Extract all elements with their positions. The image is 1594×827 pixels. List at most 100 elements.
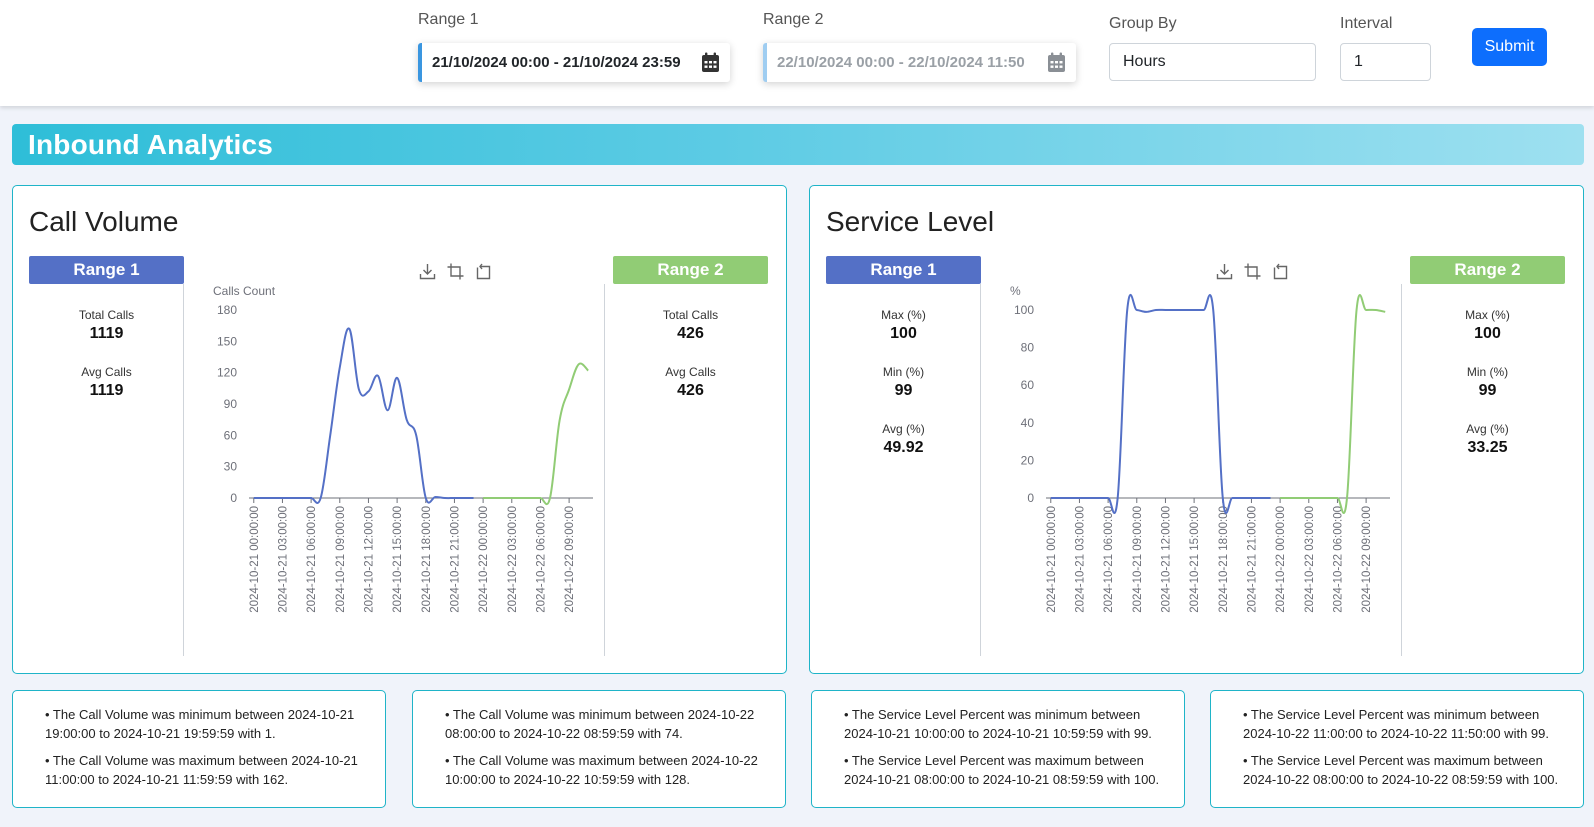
y-tick-label: 100 bbox=[1014, 303, 1034, 317]
zoom-reset-icon[interactable] bbox=[1271, 262, 1290, 281]
insight-min: • The Call Volume was minimum between 20… bbox=[445, 707, 755, 741]
insight-card: • The Call Volume was minimum between 20… bbox=[412, 690, 786, 808]
insight-max: • The Service Level Percent was maximum … bbox=[844, 753, 1160, 787]
x-tick-label: 2024-10-22 09:00:00 bbox=[1361, 506, 1373, 613]
insight-max: • The Call Volume was maximum between 20… bbox=[45, 753, 358, 787]
stat-value: 426 bbox=[677, 382, 704, 399]
chart-toolbox bbox=[1215, 262, 1290, 282]
download-icon[interactable] bbox=[418, 262, 437, 281]
y-tick-label: 120 bbox=[217, 366, 237, 380]
stat-value: 426 bbox=[677, 325, 704, 342]
insight-max: • The Service Level Percent was maximum … bbox=[1243, 753, 1559, 787]
divider bbox=[1401, 284, 1402, 656]
submit-button[interactable]: Submit bbox=[1472, 28, 1547, 66]
x-tick-label: 2024-10-22 06:00:00 bbox=[1332, 506, 1344, 613]
insight-min: • The Call Volume was minimum between 20… bbox=[45, 707, 355, 741]
insight-card: • The Call Volume was minimum between 20… bbox=[12, 690, 386, 808]
interval-label: Interval bbox=[1340, 15, 1393, 32]
section-header: Inbound Analytics bbox=[12, 124, 1584, 165]
stat-label: Total Calls bbox=[662, 308, 719, 322]
y-tick-label: 90 bbox=[224, 397, 238, 411]
stat-label: Avg (%) bbox=[1466, 422, 1509, 436]
insight-card: • The Service Level Percent was minimum … bbox=[1210, 690, 1584, 808]
range1-max-percent: Max (%) 100 bbox=[826, 308, 981, 343]
range2-total-calls: Total Calls 426 bbox=[613, 308, 768, 343]
zoom-icon[interactable] bbox=[446, 262, 465, 281]
insight-min: • The Service Level Percent was minimum … bbox=[844, 707, 1152, 741]
y-tick-label: 0 bbox=[230, 491, 237, 505]
y-tick-label: 180 bbox=[217, 303, 237, 317]
range2-date-value: 22/10/2024 00:00 - 22/10/2024 11:50 bbox=[777, 54, 1025, 71]
stat-label: Total Calls bbox=[78, 308, 135, 322]
stat-label: Max (%) bbox=[1465, 308, 1510, 322]
insight-max: • The Call Volume was maximum between 20… bbox=[445, 753, 758, 787]
range1-date-picker[interactable]: 21/10/2024 00:00 - 21/10/2024 23:59 bbox=[418, 43, 730, 82]
stat-value: 100 bbox=[1474, 325, 1501, 342]
stat-value: 1119 bbox=[89, 382, 124, 399]
x-tick-label: 2024-10-21 06:00:00 bbox=[306, 506, 318, 613]
range1-pill: Range 1 bbox=[29, 256, 184, 284]
range1-min-percent: Min (%) 99 bbox=[826, 365, 981, 400]
stat-value: 100 bbox=[890, 325, 917, 342]
range2-date-picker[interactable]: 22/10/2024 00:00 - 22/10/2024 11:50 bbox=[763, 43, 1076, 82]
stat-label: Avg Calls bbox=[665, 365, 716, 379]
range2-avg-percent: Avg (%) 33.25 bbox=[1410, 422, 1565, 457]
divider bbox=[980, 284, 981, 656]
range2-min-percent: Min (%) 99 bbox=[1410, 365, 1565, 400]
zoom-reset-icon[interactable] bbox=[474, 262, 493, 281]
series-line-range1 bbox=[253, 327, 474, 504]
call-volume-chart: Calls Count 0 30 60 90 120 150 180 2024-10-21 00… bbox=[213, 284, 593, 613]
stat-label: Min (%) bbox=[1466, 365, 1509, 379]
x-tick-label: 2024-10-21 18:00:00 bbox=[421, 506, 433, 613]
y-tick-label: 80 bbox=[1021, 341, 1035, 355]
x-tick-label: 2024-10-21 15:00:00 bbox=[1189, 506, 1201, 613]
y-tick-label: 40 bbox=[1021, 416, 1035, 430]
interval-input[interactable]: 1 bbox=[1340, 43, 1431, 81]
zoom-icon[interactable] bbox=[1243, 262, 1262, 281]
stat-label: Avg (%) bbox=[882, 422, 925, 436]
series-line-range2 bbox=[483, 362, 589, 506]
x-tick-label: 2024-10-21 12:00:00 bbox=[363, 506, 375, 613]
y-tick-label: 20 bbox=[1021, 453, 1035, 467]
x-tick-label: 2024-10-21 09:00:00 bbox=[1132, 506, 1144, 613]
x-tick-label: 2024-10-21 18:00:00 bbox=[1218, 506, 1230, 613]
groupby-label: Group By bbox=[1109, 15, 1177, 32]
groupby-select[interactable]: Hours bbox=[1109, 43, 1316, 81]
series-line-range2 bbox=[1280, 293, 1386, 515]
y-tick-label: 0 bbox=[1027, 491, 1034, 505]
service-level-chart: % 0 20 40 60 80 100 2024-10-21 00:00:00 2024-10-… bbox=[1010, 284, 1390, 613]
service-level-title: Service Level bbox=[826, 206, 995, 237]
range2-label: Range 2 bbox=[763, 11, 824, 28]
stat-label: Min (%) bbox=[882, 365, 925, 379]
x-tick-label: 2024-10-21 21:00:00 bbox=[449, 506, 461, 613]
range2-pill: Range 2 bbox=[1410, 256, 1565, 284]
x-tick-label: 2024-10-22 00:00:00 bbox=[478, 506, 490, 613]
insight-min: • The Service Level Percent was minimum … bbox=[1243, 707, 1549, 741]
series-line-range1 bbox=[1050, 293, 1271, 515]
call-volume-title: Call Volume bbox=[29, 206, 179, 237]
y-axis-label: % bbox=[1010, 284, 1021, 298]
filter-bar: Range 1 21/10/2024 00:00 - 21/10/2024 23… bbox=[0, 0, 1594, 106]
x-tick-label: 2024-10-21 15:00:00 bbox=[392, 506, 404, 613]
section-title: Inbound Analytics bbox=[28, 129, 274, 160]
x-tick-label: 2024-10-22 03:00:00 bbox=[507, 506, 519, 613]
y-tick-label: 150 bbox=[217, 334, 237, 348]
x-tick-label: 2024-10-21 00:00:00 bbox=[1046, 506, 1058, 613]
download-icon[interactable] bbox=[1215, 262, 1234, 281]
x-tick-label: 2024-10-21 00:00:00 bbox=[249, 506, 261, 613]
stat-label: Avg Calls bbox=[81, 365, 132, 379]
x-tick-label: 2024-10-22 06:00:00 bbox=[535, 506, 547, 613]
range1-avg-calls: Avg Calls 1119 bbox=[29, 365, 184, 400]
calendar-icon[interactable] bbox=[1047, 52, 1066, 73]
stat-value: 1119 bbox=[89, 325, 124, 342]
x-tick-label: 2024-10-22 03:00:00 bbox=[1304, 506, 1316, 613]
range1-pill: Range 1 bbox=[826, 256, 981, 284]
range1-date-value: 21/10/2024 00:00 - 21/10/2024 23:59 bbox=[432, 54, 681, 71]
calendar-icon[interactable] bbox=[701, 52, 720, 73]
y-tick-label: 60 bbox=[1021, 378, 1035, 392]
range2-max-percent: Max (%) 100 bbox=[1410, 308, 1565, 343]
stat-value: 33.25 bbox=[1467, 439, 1508, 456]
y-tick-label: 60 bbox=[224, 428, 238, 442]
chart-toolbox bbox=[418, 262, 493, 282]
x-tick-label: 2024-10-21 03:00:00 bbox=[277, 506, 289, 613]
